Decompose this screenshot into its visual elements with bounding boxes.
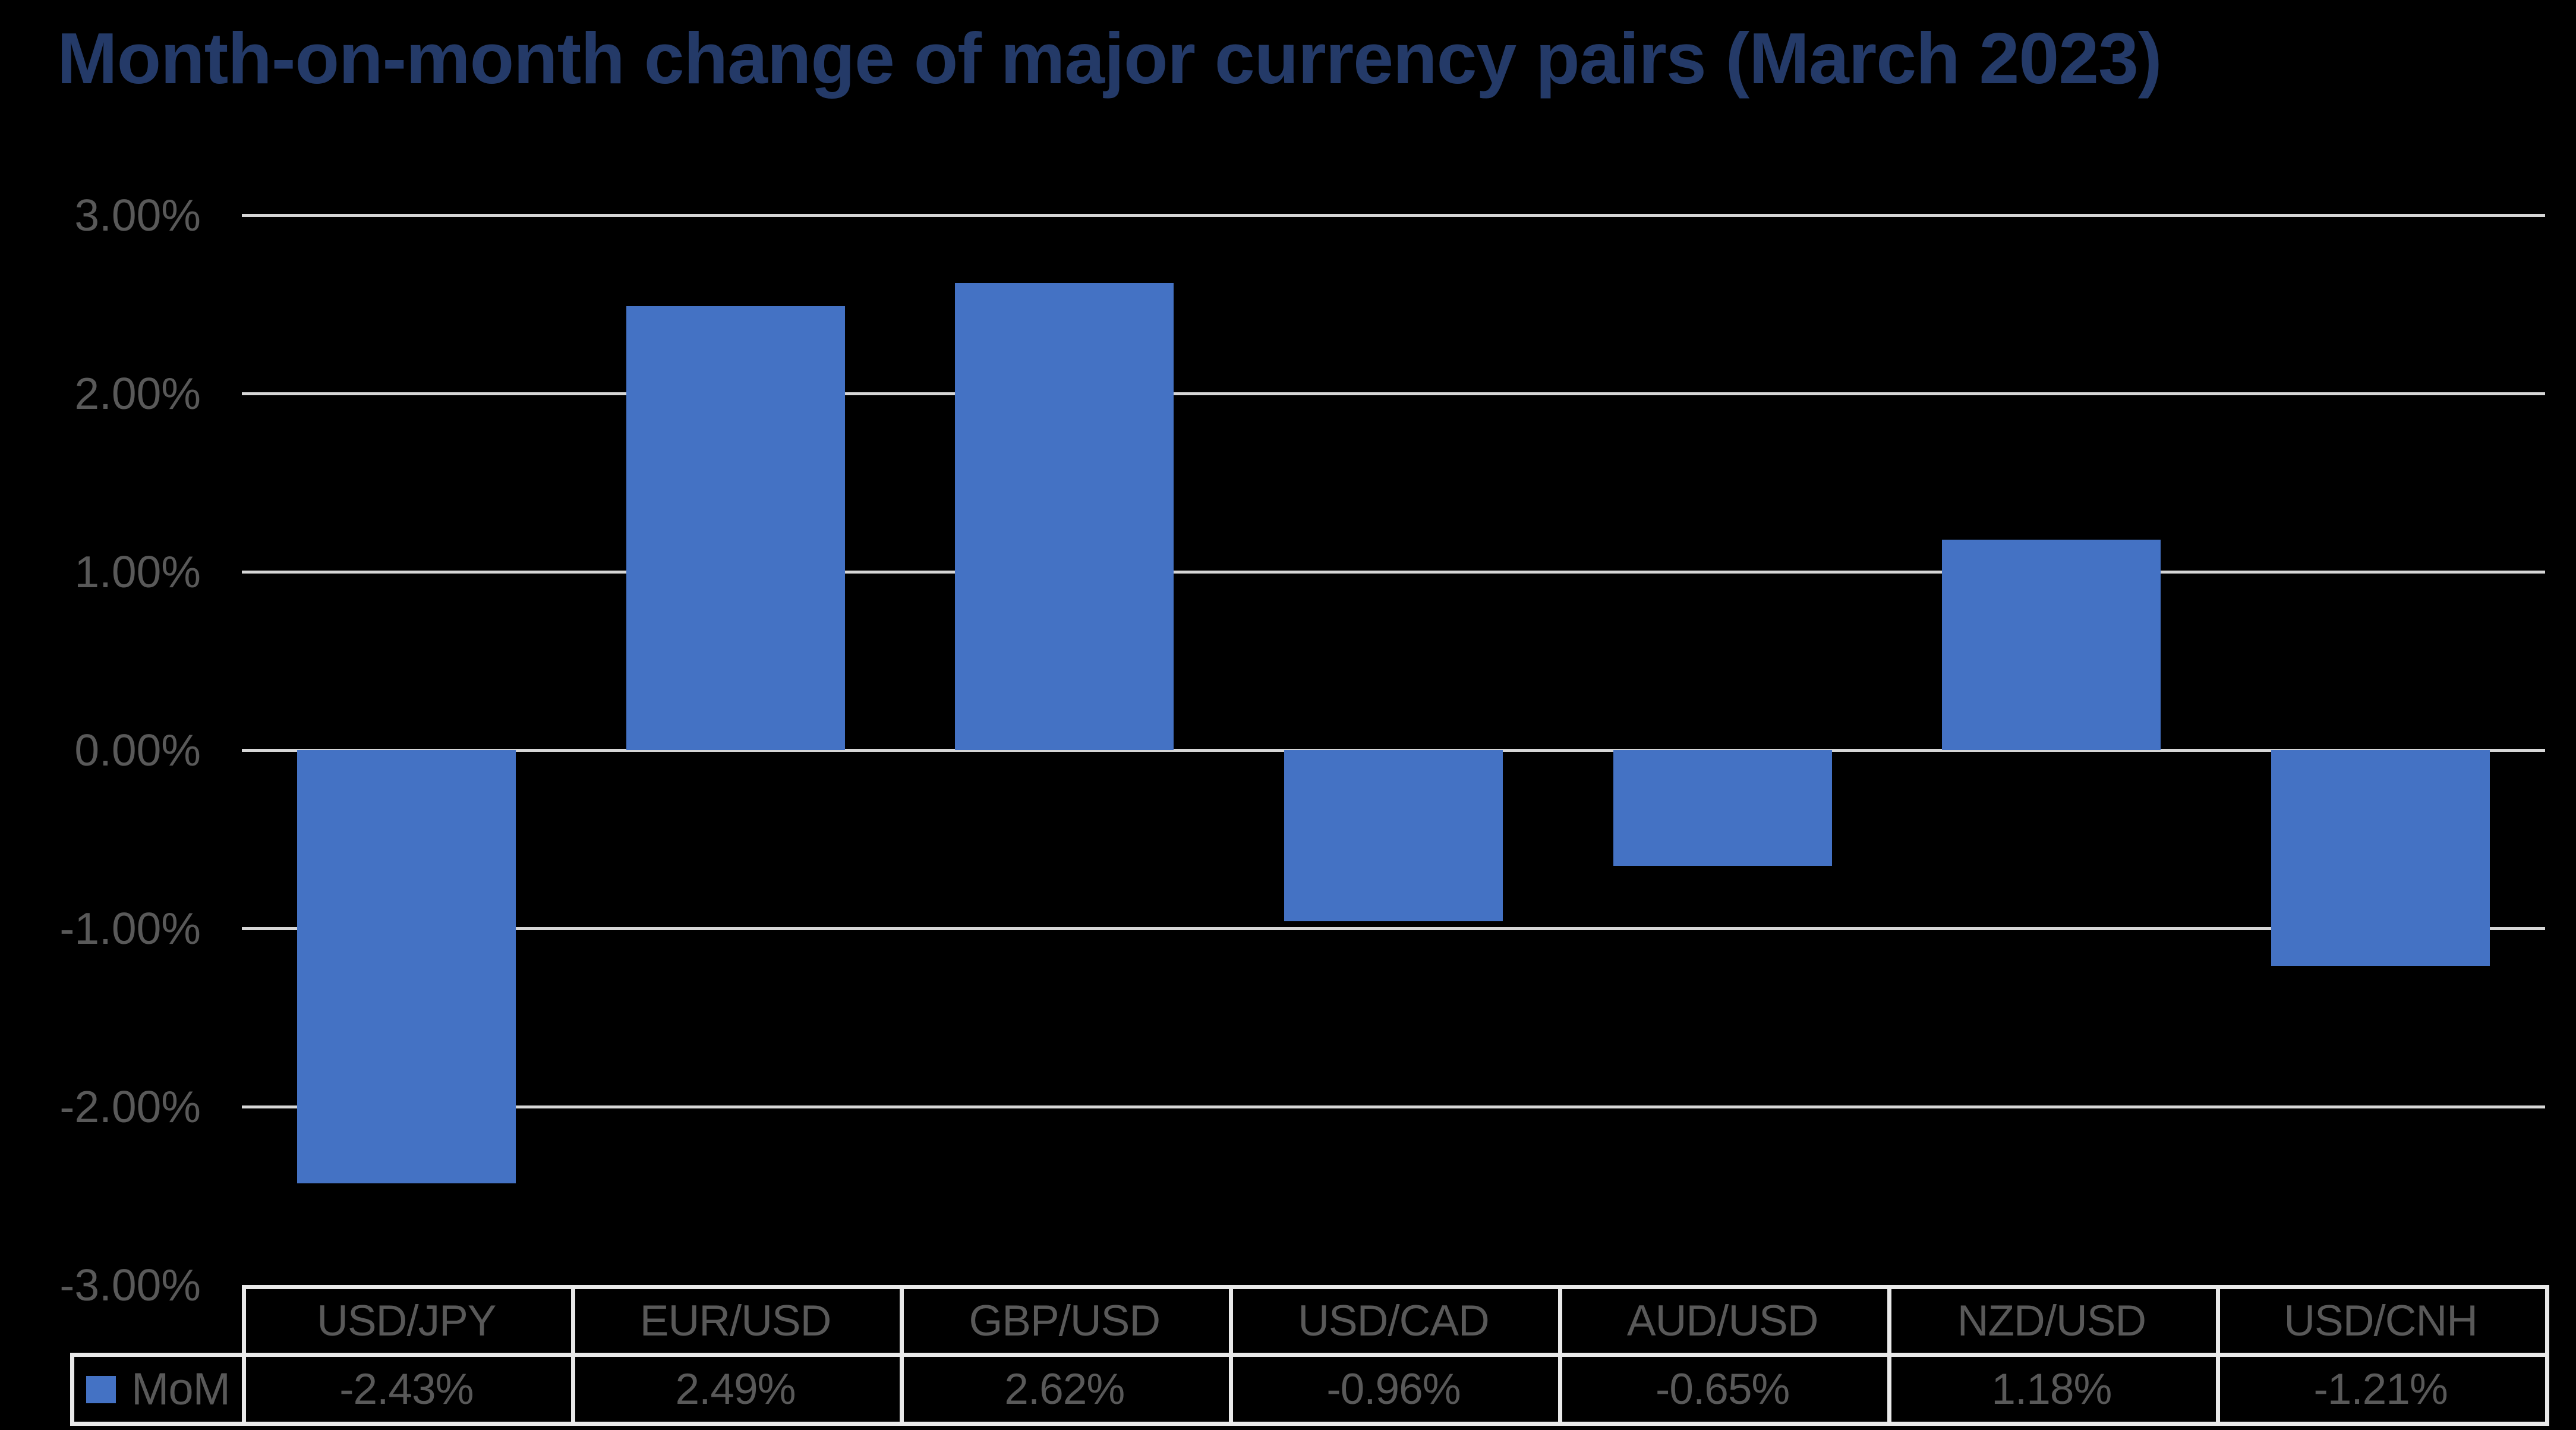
table-value-cell: -0.65% <box>1656 1365 1790 1413</box>
table-header-cell: EUR/USD <box>639 1297 832 1345</box>
table-value-cell: -1.21% <box>2313 1365 2448 1413</box>
table-border-line <box>2216 1285 2221 1426</box>
bar-nzd-usd <box>1942 540 2161 750</box>
y-tick-label: 2.00% <box>74 368 201 418</box>
table-border-line <box>1887 1285 1891 1426</box>
gridline <box>242 927 2545 930</box>
bar-usd-jpy <box>297 750 516 1183</box>
table-border-line <box>1229 1285 1234 1426</box>
table-border-line <box>70 1353 74 1426</box>
legend-label: MoM <box>131 1364 231 1415</box>
table-border-line <box>2545 1285 2549 1426</box>
table-header-cell: NZD/USD <box>1957 1297 2146 1345</box>
table-border-line <box>242 1285 246 1426</box>
gridline <box>242 214 2545 217</box>
y-tick-label: 3.00% <box>74 190 201 240</box>
gridline <box>242 571 2545 574</box>
table-value-cell: 2.49% <box>675 1365 796 1413</box>
y-tick-label: -2.00% <box>59 1082 201 1132</box>
legend-swatch-icon <box>86 1375 116 1403</box>
table-header-cell: USD/CNH <box>2284 1297 2478 1345</box>
bar-eur-usd <box>626 306 845 750</box>
table-value-cell: -2.43% <box>339 1365 474 1413</box>
y-tick-label: -3.00% <box>59 1260 201 1310</box>
bar-usd-cad <box>1284 750 1503 921</box>
table-header-cell: GBP/USD <box>969 1297 1161 1345</box>
y-tick-label: 0.00% <box>74 725 201 775</box>
bar-gbp-usd <box>955 283 1174 750</box>
gridline <box>242 1105 2545 1108</box>
table-header-cell: USD/JPY <box>317 1297 496 1345</box>
gridline <box>242 392 2545 395</box>
table-header-cell: AUD/USD <box>1626 1297 1819 1345</box>
bar-aud-usd <box>1613 750 1832 866</box>
table-border-line <box>570 1285 575 1426</box>
table-border-line <box>900 1285 904 1426</box>
legend: MoM <box>74 1357 242 1422</box>
table-border-line <box>70 1353 2549 1357</box>
table-value-cell: -0.96% <box>1326 1365 1461 1413</box>
y-tick-label: 1.00% <box>74 547 201 597</box>
table-border-line <box>1557 1285 1562 1426</box>
chart-title: Month-on-month change of major currency … <box>57 18 2162 99</box>
bar-usd-cnh <box>2271 750 2490 966</box>
table-header-cell: USD/CAD <box>1298 1297 1490 1345</box>
table-border-line <box>70 1422 2549 1426</box>
table-value-cell: 2.62% <box>1004 1365 1125 1413</box>
table-border-line <box>242 1285 2549 1289</box>
table-value-cell: 1.18% <box>1991 1365 2112 1413</box>
y-tick-label: -1.00% <box>59 903 201 953</box>
